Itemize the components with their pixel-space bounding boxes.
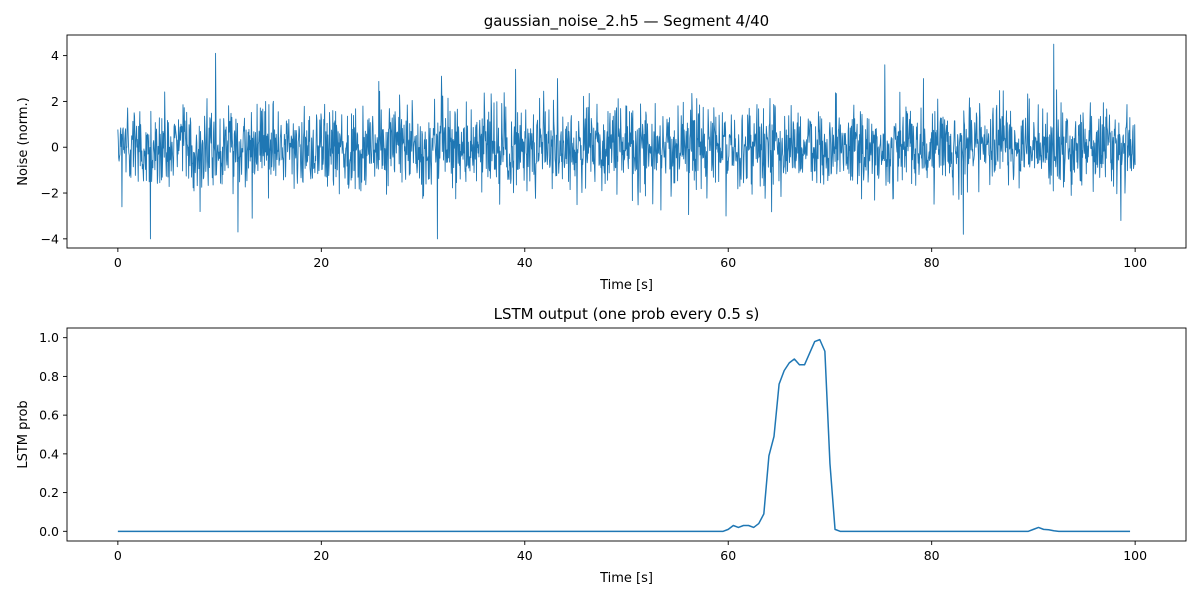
- axes-frame: [66, 34, 1187, 249]
- x-tick-label: 80: [924, 255, 940, 270]
- y-tick-label: 4: [51, 48, 59, 63]
- y-tick-label: 0.2: [39, 485, 59, 500]
- x-tick-label: 100: [1123, 548, 1147, 563]
- noise-panel: 0 20 40 60 80 100 −4 −2 0 2 4 gaussian_noise_2.h5 —…: [16, 12, 1187, 293]
- y-tick-label: 0.6: [39, 408, 59, 423]
- x-tick-label: 20: [313, 548, 329, 563]
- x-tick-label: 40: [517, 255, 533, 270]
- noise-series-line: [117, 43, 1136, 240]
- lstm-series-line: [117, 338, 1131, 533]
- y-tick-label: −2: [41, 186, 59, 201]
- x-tick-label: 100: [1123, 255, 1147, 270]
- x-tick-label: 0: [114, 548, 122, 563]
- x-tick-label: 0: [114, 255, 122, 270]
- x-tick-label: 80: [924, 548, 940, 563]
- y-tick-label: 0.0: [39, 524, 59, 539]
- y-axis-label: LSTM prob: [16, 400, 31, 468]
- x-tick-label: 40: [517, 548, 533, 563]
- y-axis-label: Noise (norm.): [16, 97, 31, 185]
- y-tick-label: 0.4: [39, 446, 59, 461]
- y-tick-label: 0.8: [39, 369, 59, 384]
- y-tick-label: 1.0: [39, 330, 59, 345]
- lstm-panel: 0 20 40 60 80 100 0.0 0.2 0.4 0.6 0.8 1.0 LSTM outpu…: [16, 305, 1187, 586]
- y-tick-label: 0: [51, 140, 59, 155]
- x-axis-label: Time [s]: [599, 278, 653, 293]
- x-tick-label: 60: [720, 548, 736, 563]
- x-axis-label: Time [s]: [599, 571, 653, 586]
- x-tick-label: 60: [720, 255, 736, 270]
- axes-frame: [66, 327, 1187, 542]
- x-tick-label: 20: [313, 255, 329, 270]
- chart-title: LSTM output (one prob every 0.5 s): [494, 305, 760, 323]
- chart-title: gaussian_noise_2.h5 — Segment 4/40: [484, 12, 769, 31]
- y-tick-label: 2: [51, 94, 59, 109]
- y-tick-label: −4: [41, 231, 59, 246]
